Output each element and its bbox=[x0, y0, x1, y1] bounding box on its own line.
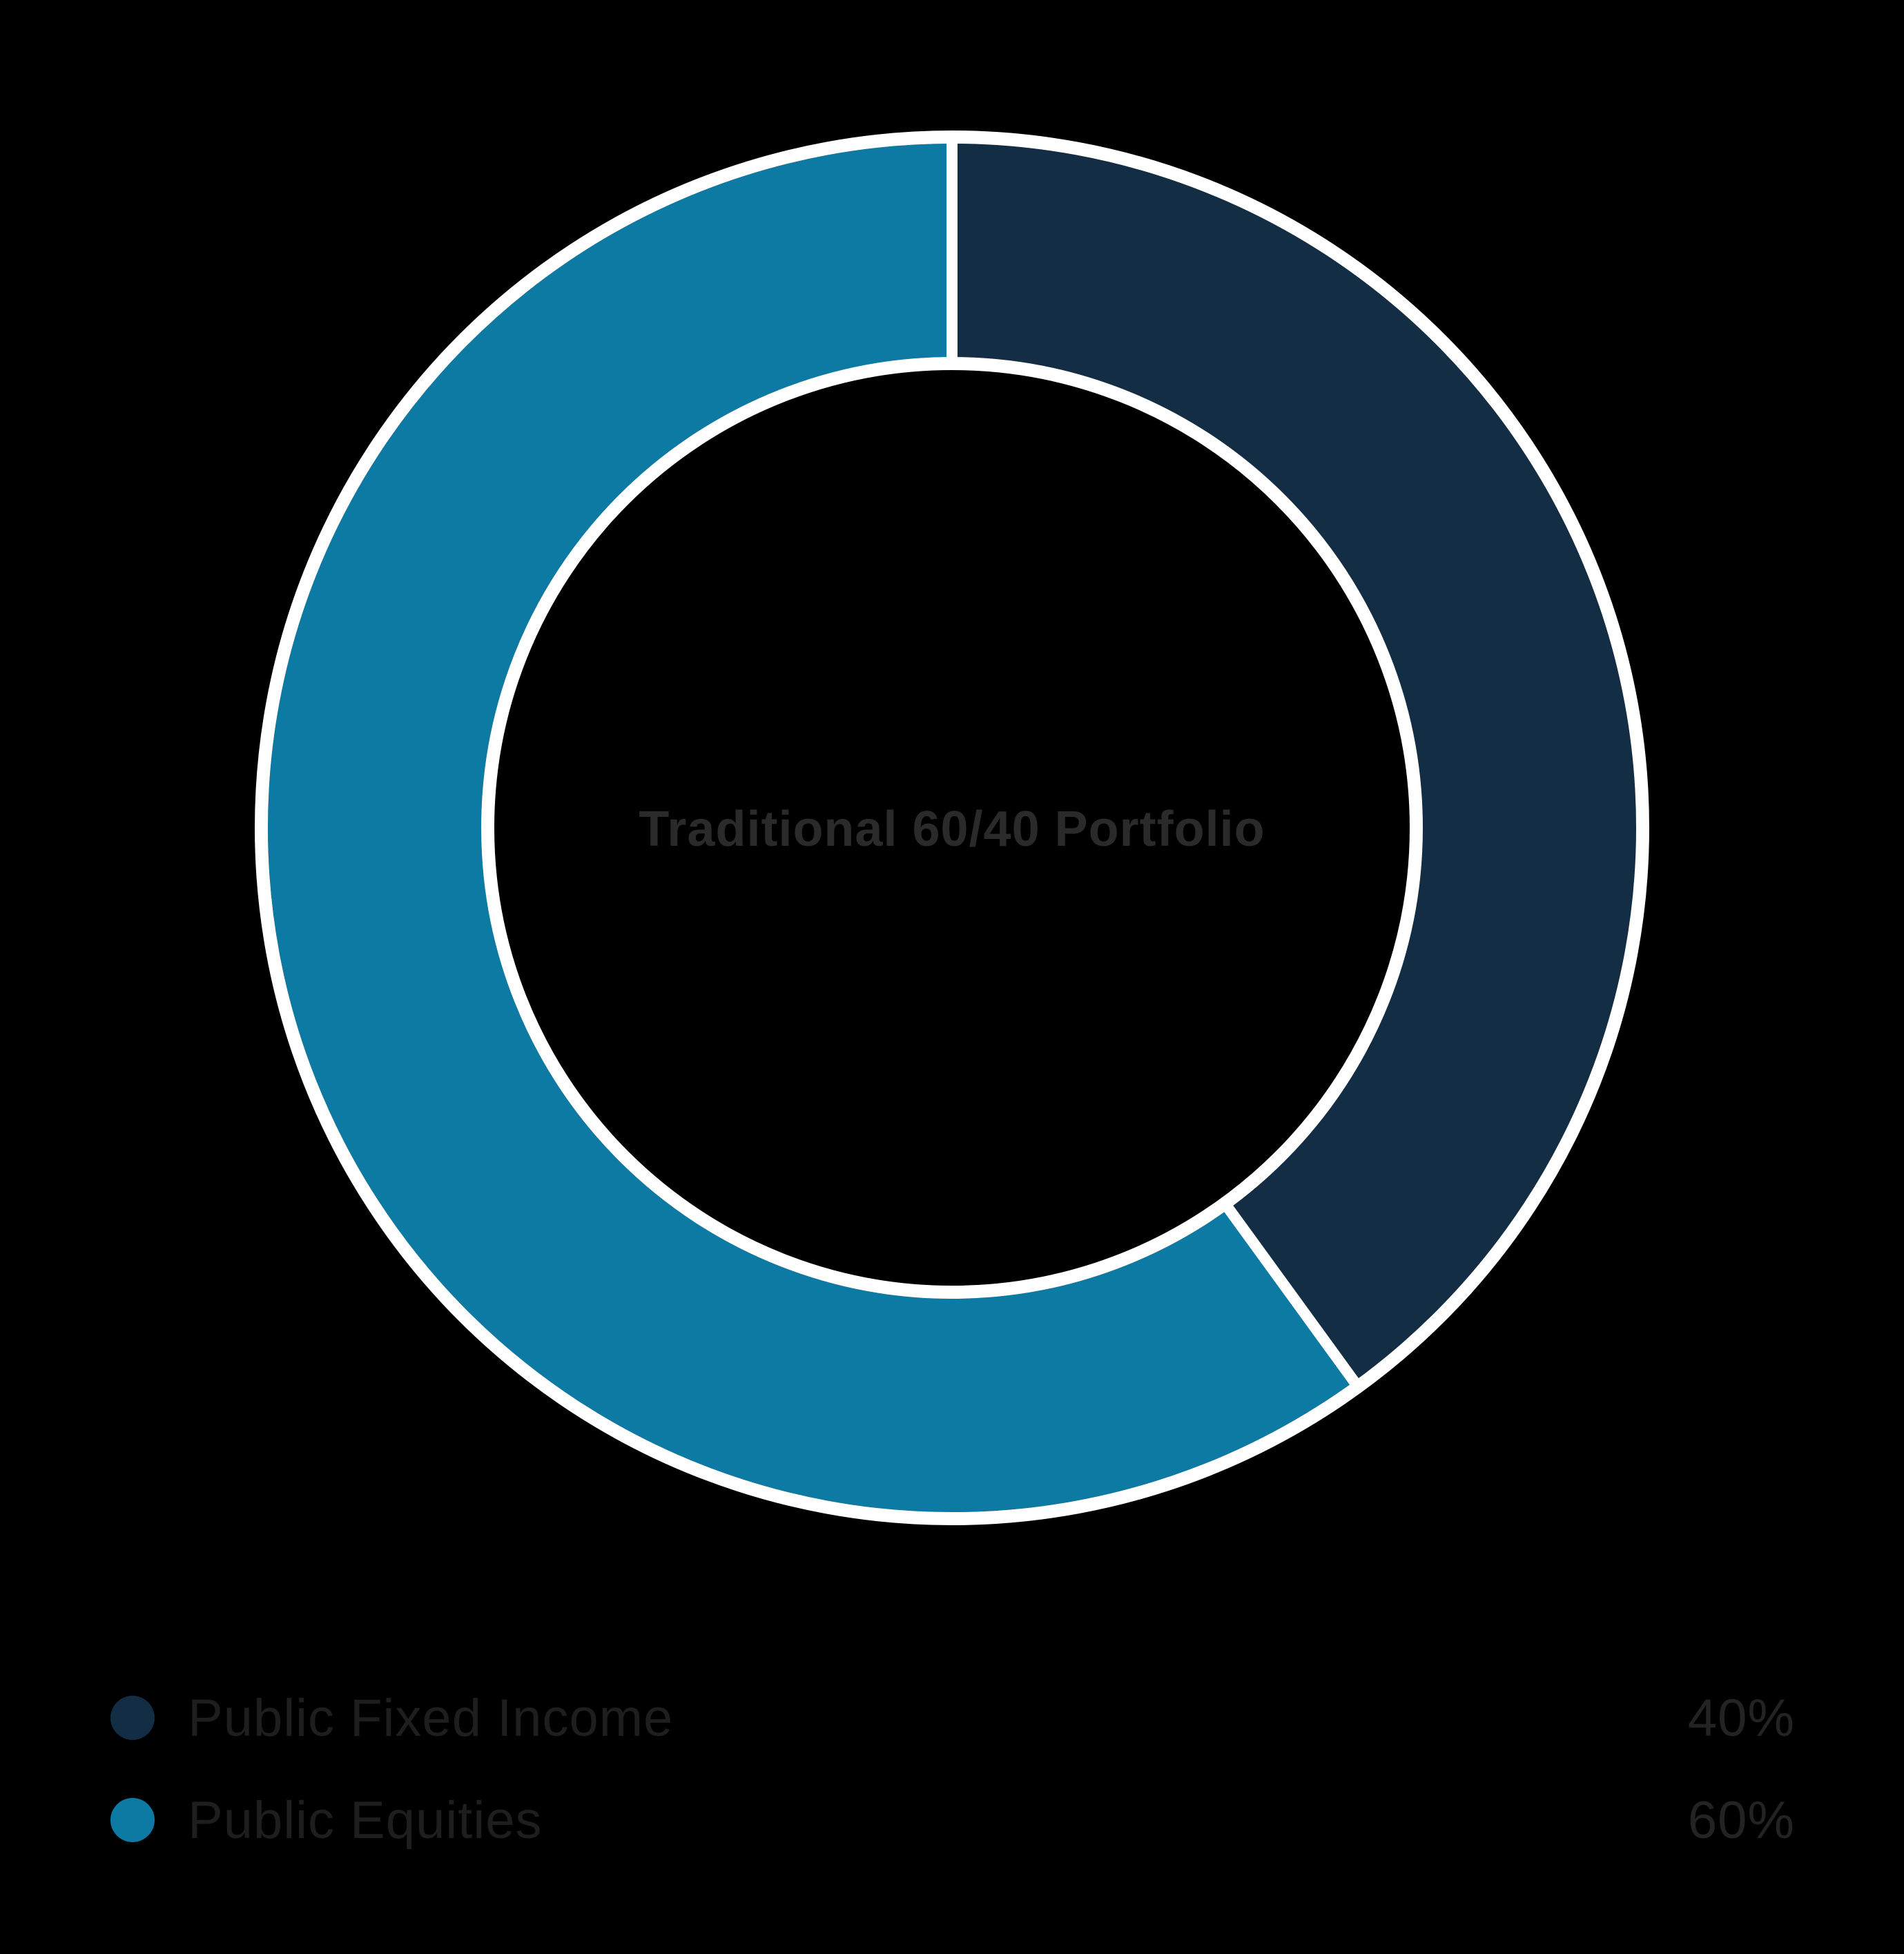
segment-divider bbox=[1217, 1197, 1366, 1395]
legend-item-public-equities: Public Equities 60% bbox=[110, 1787, 1795, 1853]
legend-swatch-public-fixed-income bbox=[110, 1696, 155, 1740]
legend-label-public-equities: Public Equities bbox=[188, 1790, 543, 1850]
legend-item-public-fixed-income: Public Fixed Income 40% bbox=[110, 1685, 1795, 1751]
donut-segment-public-equities bbox=[268, 144, 1354, 1512]
ring-outline bbox=[481, 357, 1423, 1299]
donut-segment-public-fixed-income bbox=[952, 144, 1637, 1382]
legend-value-public-fixed-income: 40% bbox=[1687, 1688, 1795, 1748]
ring-outline bbox=[255, 130, 1649, 1525]
donut-center-title: Traditional 60/40 Portfolio bbox=[639, 802, 1265, 857]
legend-swatch-public-equities bbox=[110, 1798, 155, 1842]
legend-label-public-fixed-income: Public Fixed Income bbox=[188, 1688, 674, 1748]
legend-value-public-equities: 60% bbox=[1687, 1790, 1795, 1850]
donut-chart bbox=[255, 130, 1649, 1525]
